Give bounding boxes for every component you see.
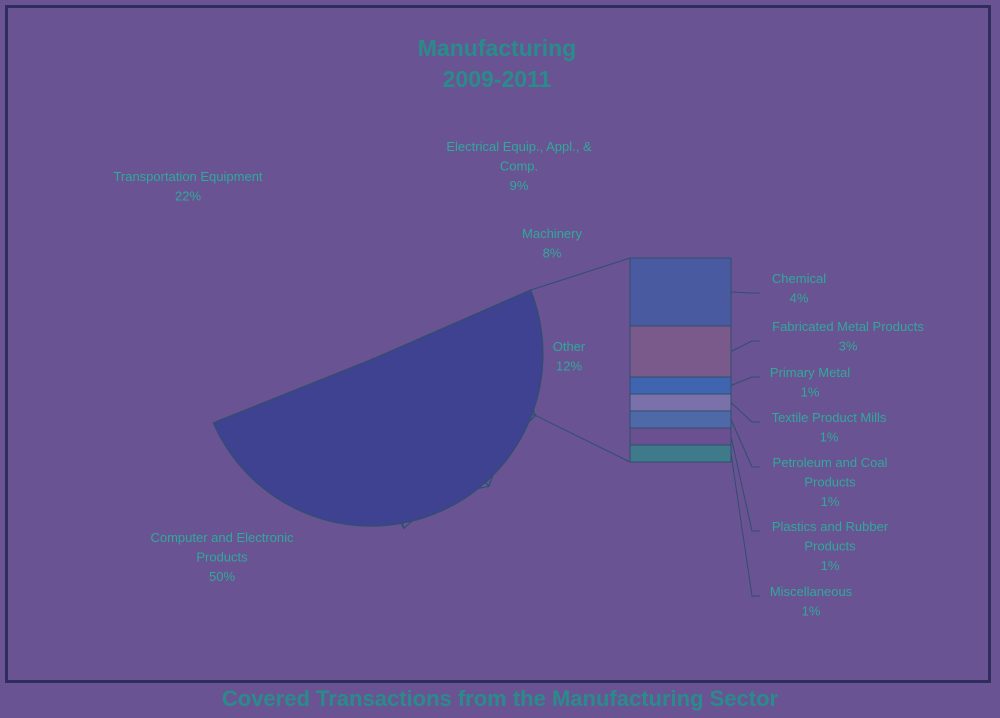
connector-bottom	[535, 415, 631, 463]
slice-label-computer: Computer and Electronic Products 50%	[150, 530, 294, 584]
slice-label-other: Other 12%	[553, 339, 586, 374]
breakdown-label-miscellaneous: Miscellaneous 1%	[770, 584, 853, 619]
leader-line-petroleum	[730, 419, 760, 468]
bar-segment-textile	[629, 393, 732, 412]
breakdown-label-chemical: Chemical 4%	[772, 271, 826, 306]
leader-line-primary-metal	[730, 376, 760, 386]
connector-top	[530, 257, 631, 291]
leader-line-miscellaneous	[730, 453, 760, 597]
chart-title: Manufacturing 2009-2011	[418, 35, 576, 92]
slice-label-machinery: Machinery 8%	[522, 226, 582, 261]
leader-line-plastics	[730, 436, 760, 532]
pie-slice-computer	[212, 289, 544, 527]
bar-segment-miscellaneous	[629, 444, 732, 463]
breakdown-label-plastics: Plastics and Rubber Products 1%	[772, 519, 889, 573]
breakdown-label-fabricated-metal: Fabricated Metal Products 3%	[772, 319, 924, 354]
bar-segment-primary-metal	[629, 376, 732, 395]
slice-label-transportation: Transportation Equipment 22%	[113, 169, 262, 204]
leader-line-textile	[730, 402, 760, 423]
leader-line-fabricated-metal	[730, 340, 760, 352]
breakdown-label-petroleum: Petroleum and Coal Products 1%	[773, 455, 888, 509]
chart-frame	[5, 5, 991, 683]
leader-line-chemical	[730, 291, 760, 294]
bar-segment-fabricated-metal	[629, 325, 732, 378]
bar-segment-plastics	[629, 427, 732, 446]
breakdown-label-textile: Textile Product Mills 1%	[772, 410, 887, 445]
bar-segment-chemical	[629, 257, 732, 327]
breakdown-label-primary-metal: Primary Metal 1%	[770, 365, 850, 400]
chart-caption: Covered Transactions from the Manufactur…	[221, 686, 779, 711]
slice-label-electrical: Electrical Equip., Appl., & Comp. 9%	[446, 139, 592, 193]
bar-segment-petroleum	[629, 410, 732, 429]
